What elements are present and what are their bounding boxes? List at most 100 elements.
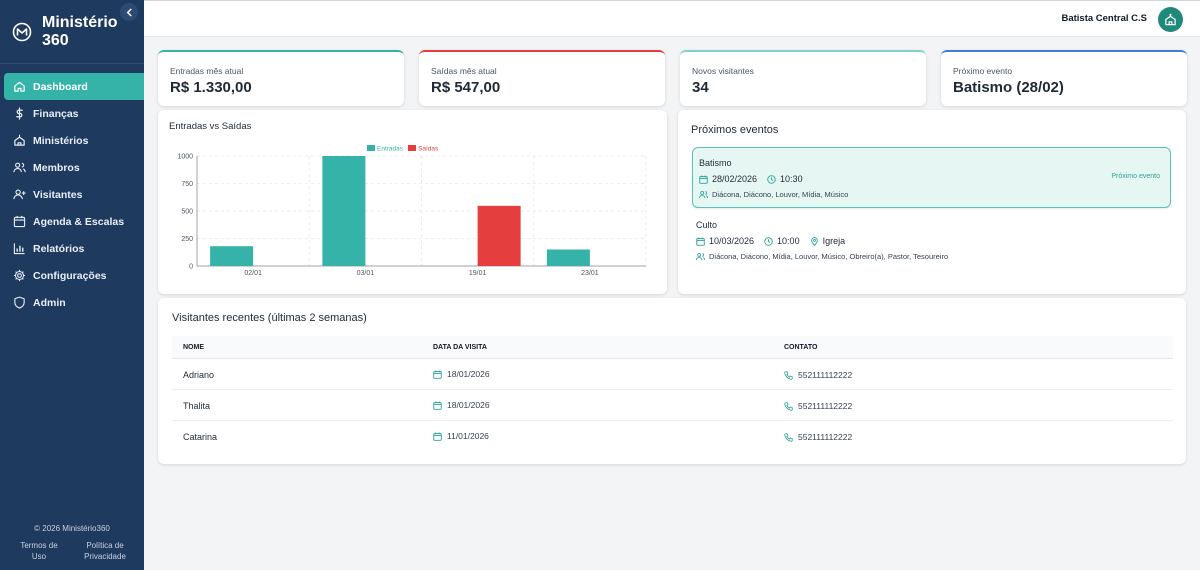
visitors-card: Visitantes recentes (últimas 2 semanas) … [158, 298, 1186, 464]
chart-title: Entradas vs Saídas [169, 121, 252, 132]
event-roles: Diácona, Diácono, Louvor, Mídia, Músico [699, 190, 1164, 199]
events-card: Próximos eventos Batismo 28/02/2026 10:3… [678, 110, 1186, 294]
stat-value: 34 [692, 79, 709, 96]
visitor-contact[interactable]: 552111112222 [784, 370, 852, 380]
visitors-title: Visitantes recentes (últimas 2 semanas) [172, 312, 367, 324]
visitor-name-text: Thalita [183, 401, 211, 411]
table-row[interactable]: Catarina 11/01/2026 552111112222 [172, 421, 1173, 452]
visitor-name-text: Adriano [183, 370, 215, 380]
stat-label: Entradas mês atual [170, 66, 244, 76]
sidebar-item-label: Configurações [33, 269, 107, 282]
event-people: Diácona, Diácono, Louvor, Mídia, Músico [712, 190, 849, 199]
event-location: Igreja [822, 236, 846, 246]
visit-date: 18/01/2026 [433, 400, 490, 410]
stat-label: Novos visitantes [692, 66, 754, 76]
event-date: 28/02/2026 [712, 174, 758, 184]
event-item[interactable]: Batismo 28/02/2026 10:30 Diácona, Diácon… [692, 147, 1171, 208]
entradas-saidas-chart: 0 250 500 750 1000 02/01 03/01 19/01 23/01 Entrad… [177, 145, 647, 277]
chevron-left-icon [126, 8, 132, 16]
visit-date-text: 18/01/2026 [447, 369, 490, 379]
sidebar-divider [0, 63, 144, 64]
legend-swatch [367, 145, 375, 151]
visit-date: 11/01/2026 [433, 431, 489, 441]
visitor-name: Catarina [183, 432, 217, 442]
stat-card-entradas: Entradas mês atual R$ 1.330,00 [158, 50, 404, 106]
column-header-contact[interactable]: CONTATO [784, 344, 818, 351]
bar-chart-icon [13, 243, 25, 255]
sidebar-item-ministerios[interactable]: Ministérios [4, 127, 144, 154]
table-row[interactable]: Adriano 18/01/2026 552111112222 [172, 359, 1173, 390]
table-row[interactable]: Thalita 18/01/2026 552111112222 [172, 390, 1173, 421]
visit-date-text: 11/01/2026 [447, 431, 489, 441]
stat-card-saidas: Saídas mês atual R$ 547,00 [419, 50, 665, 106]
y-tick-label: 1000 [177, 154, 193, 161]
church-icon [14, 134, 25, 146]
stat-card-visitantes: Novos visitantes 34 [680, 50, 926, 106]
calendar-icon [699, 174, 708, 184]
stat-card-proximo-evento: Próximo evento Batismo (28/02) [941, 50, 1187, 106]
column-header-date[interactable]: DATA DA VISITA [433, 344, 487, 351]
sidebar-item-admin[interactable]: Admin [4, 289, 144, 316]
x-tick-label: 03/01 [357, 270, 375, 277]
shield-icon [14, 296, 25, 309]
event-roles: Diácona, Diácono, Mídia, Louvor, Músico,… [696, 252, 1167, 261]
column-header-name[interactable]: NOME [183, 344, 204, 351]
calendar-icon [433, 369, 442, 379]
y-tick-label: 0 [189, 264, 193, 271]
event-time: 10:00 [777, 236, 800, 246]
bar-entradas [546, 249, 590, 266]
visitor-name: Thalita [183, 401, 210, 411]
next-event-badge: Próximo evento [1111, 173, 1160, 180]
topbar: Batista Central C.S [144, 0, 1200, 37]
clock-icon [764, 236, 773, 246]
brand[interactable]: Ministério 360 [12, 14, 122, 50]
gear-icon [13, 269, 26, 282]
collapse-sidebar-button[interactable] [120, 3, 138, 21]
calendar-icon [13, 215, 26, 228]
event-datetime: 10/03/2026 10:00 Igreja [696, 236, 1167, 246]
event-item[interactable]: Culto 10/03/2026 10:00 Igreja Diácona, D… [692, 218, 1171, 266]
phone-icon [784, 370, 793, 380]
events-title: Próximos eventos [691, 124, 779, 136]
visitor-contact[interactable]: 552111112222 [784, 432, 852, 442]
clock-icon [767, 174, 776, 184]
user-plus-icon [13, 189, 26, 200]
event-time: 10:30 [780, 174, 803, 184]
stat-value: R$ 547,00 [431, 79, 501, 96]
x-tick-label: 19/01 [469, 270, 487, 277]
sidebar-item-membros[interactable]: Membros [4, 154, 144, 181]
users-icon [699, 190, 708, 199]
privacy-link[interactable]: Política de Privacidade [84, 541, 126, 561]
sidebar-item-dashboard[interactable]: Dashboard [4, 73, 144, 100]
sidebar-item-financas[interactable]: Finanças [4, 100, 144, 127]
y-tick-label: 500 [181, 209, 193, 216]
sidebar-footer: © 2026 Ministério360 Termos de Uso Polít… [0, 524, 144, 562]
logo-icon [12, 22, 32, 42]
church-icon [1165, 13, 1176, 26]
sidebar-item-agenda[interactable]: Agenda & Escalas [4, 208, 144, 235]
sidebar-item-label: Admin [33, 296, 66, 309]
church-name[interactable]: Batista Central C.S [1061, 13, 1147, 24]
chart-card: Entradas vs Saídas 0 250 500 750 1000 02/01 03… [158, 110, 667, 294]
bar-entradas [322, 156, 366, 266]
users-icon [13, 162, 26, 173]
home-icon [14, 81, 25, 92]
sidebar-item-label: Ministérios [33, 134, 89, 147]
sidebar-item-configuracoes[interactable]: Configurações [4, 262, 144, 289]
visitor-contact[interactable]: 552111112222 [784, 401, 852, 411]
calendar-icon [433, 400, 442, 410]
contact-text: 552111112222 [798, 401, 853, 411]
sidebar: Ministério 360 Dashboard Finanças Minist… [0, 0, 144, 570]
sidebar-item-label: Membros [33, 161, 80, 174]
sidebar-item-label: Visitantes [33, 188, 83, 201]
event-name: Batismo [699, 158, 732, 168]
x-tick-label: 23/01 [581, 270, 599, 277]
visit-date: 18/01/2026 [433, 369, 490, 379]
sidebar-nav: Dashboard Finanças Ministérios Membros V… [4, 73, 144, 316]
sidebar-item-visitantes[interactable]: Visitantes [4, 181, 144, 208]
terms-link[interactable]: Termos de Uso [20, 541, 58, 561]
sidebar-item-label: Agenda & Escalas [33, 215, 125, 228]
church-avatar[interactable] [1158, 7, 1183, 32]
sidebar-item-relatorios[interactable]: Relatórios [4, 235, 144, 262]
table-header: NOME DATA DA VISITA CONTATO [172, 336, 1173, 359]
